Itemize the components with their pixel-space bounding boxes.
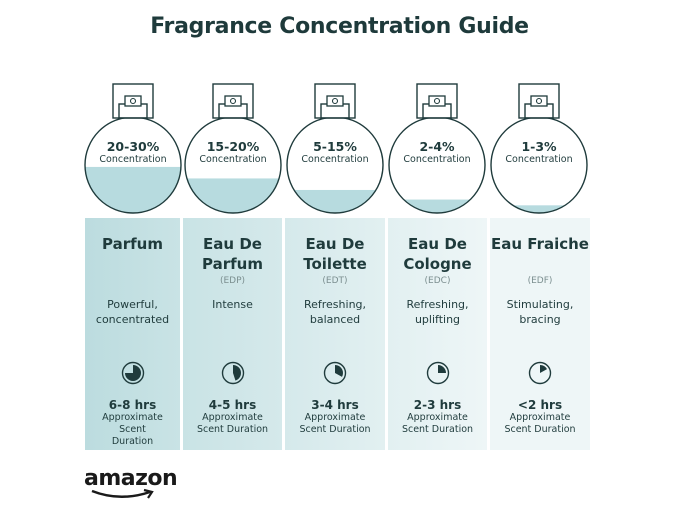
fragrance-abbreviation: (EDF) <box>527 276 553 286</box>
clock-icon <box>323 361 347 385</box>
fragrance-name: Eau Fraiche <box>491 235 589 253</box>
perfume-bottle <box>286 83 384 214</box>
clock-icon <box>121 361 144 385</box>
fragrance-description: Refreshing, balanced <box>303 298 367 326</box>
bottle-cap <box>212 83 254 119</box>
spray-nozzle <box>326 95 344 107</box>
liquid-fill <box>287 189 383 213</box>
liquid-fill <box>491 205 587 213</box>
fragrance-name: Eau De Parfum <box>202 235 263 273</box>
fragrance-abbreviation: (EDC) <box>424 276 451 286</box>
scent-duration-label: Approximate Scent Duration <box>196 412 269 435</box>
spray-nozzle <box>124 95 142 107</box>
liquid-fill <box>85 166 181 213</box>
scent-duration-hours: 6-8 hrs <box>108 398 157 412</box>
scent-duration-label: Approximate Scent Duration <box>401 412 474 435</box>
clock-icon <box>528 361 552 385</box>
scent-duration-hours: 4-5 hrs <box>208 398 257 412</box>
perfume-bottle <box>490 83 588 214</box>
fragrance-description: Powerful, concentrated <box>95 298 170 326</box>
page-title: Fragrance Concentration Guide <box>150 14 529 39</box>
fragrance-name: Eau De Cologne <box>403 235 472 273</box>
bottle-body <box>388 116 486 214</box>
scent-duration-hours: 2-3 hrs <box>413 398 462 412</box>
fragrance-abbreviation: (EDP) <box>219 276 246 286</box>
amazon-logo: amazon <box>84 466 178 499</box>
bottle-cap <box>314 83 356 119</box>
bottle-cap <box>416 83 458 119</box>
concentration-label: Concentration <box>199 154 267 165</box>
fragrance-card: Eau De Parfum (EDP) Intense 4-5 hrs Appr… <box>183 218 282 450</box>
concentration-label: Concentration <box>403 154 471 165</box>
clock-icon <box>426 361 449 385</box>
concentration-value: 20-30% <box>106 139 160 154</box>
clock-icon <box>221 361 244 385</box>
fragrance-card: Parfum Powerful, concentrated 6-8 hrs Ap… <box>85 218 180 450</box>
fragrance-description: Intense <box>212 298 253 311</box>
logo-text: amazon <box>84 466 178 491</box>
concentration-value: 1-3% <box>521 139 557 154</box>
fragrance-description: Refreshing, uplifting <box>406 298 469 326</box>
concentration-value: 2-4% <box>419 139 455 154</box>
scent-duration-hours: <2 hrs <box>517 398 563 412</box>
bottle-cap <box>112 83 154 119</box>
concentration-label: Concentration <box>301 154 369 165</box>
concentration-value: 15-20% <box>206 139 260 154</box>
fragrance-name: Parfum <box>102 235 163 253</box>
fragrance-name: Eau De Toilette <box>303 235 367 273</box>
spray-nozzle <box>530 95 548 107</box>
fragrance-card: Eau De Toilette (EDT) Refreshing, balanc… <box>285 218 385 450</box>
concentration-value: 5-15% <box>313 139 357 154</box>
smile-arrow-icon <box>91 488 154 499</box>
concentration-label: Concentration <box>505 154 573 165</box>
bottles-layer <box>84 83 588 214</box>
bottle-cap <box>518 83 560 119</box>
scent-duration-label: Approximate Scent Duration <box>504 412 576 435</box>
fragrance-card: Eau Fraiche (EDF) Stimulating, bracing <… <box>490 218 590 450</box>
scent-duration-label: Approximate Scent Duration <box>102 412 163 447</box>
fragrance-description: Stimulating, bracing <box>506 298 574 326</box>
spray-nozzle <box>428 95 446 107</box>
concentration-label: Concentration <box>99 154 167 165</box>
scent-duration-label: Approximate Scent Duration <box>299 412 371 435</box>
spray-nozzle <box>224 95 242 107</box>
scent-duration-hours: 3-4 hrs <box>311 398 359 412</box>
liquid-fill <box>389 199 485 213</box>
fragrance-abbreviation: (EDT) <box>322 276 348 286</box>
bottle-body <box>490 116 588 214</box>
fragrance-card: Eau De Cologne (EDC) Refreshing, uplifti… <box>388 218 487 450</box>
